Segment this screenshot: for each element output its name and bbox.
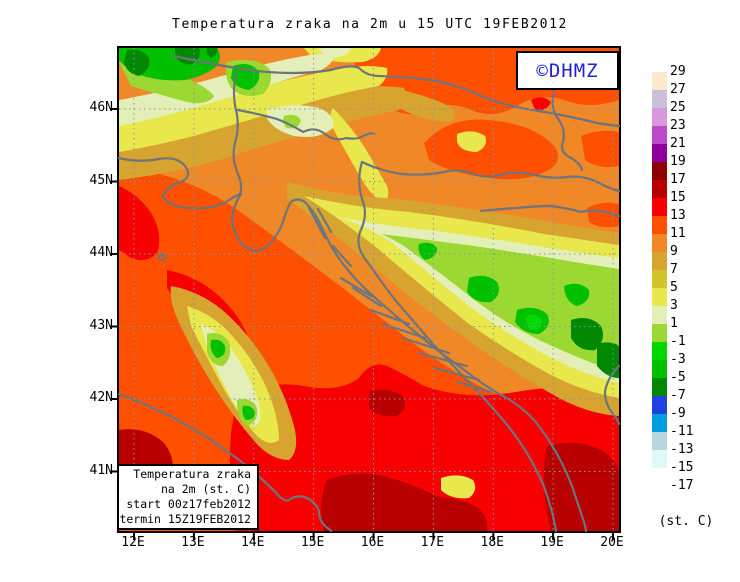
lon-tick-label: 17E — [420, 535, 445, 550]
map-canvas — [110, 46, 621, 540]
colorbar-tick-label: 19 — [670, 154, 686, 169]
lat-tick-label: 41N — [89, 462, 113, 478]
temperature-field — [119, 48, 619, 531]
colorbar-swatch — [652, 396, 667, 414]
colorbar-swatch — [652, 144, 667, 162]
colorbar-swatch — [652, 432, 667, 450]
colorbar-tick-label: -7 — [670, 388, 686, 403]
lat-tick-label: 42N — [89, 390, 113, 405]
lon-tick-label: 19E — [540, 535, 564, 550]
colorbar-swatch — [652, 288, 667, 306]
graticule-grid — [119, 48, 619, 531]
colorbar-swatch — [652, 234, 667, 252]
colorbar-tick-label: 11 — [670, 226, 686, 241]
colorbar-tick-label: 9 — [670, 244, 678, 259]
colorbar-swatch — [652, 252, 667, 270]
dhmz-watermark-box: ©DHMZ — [516, 51, 619, 90]
colorbar-tick-label: 29 — [670, 64, 686, 79]
info-box-line: termin 15Z19FEB2012 — [119, 512, 251, 526]
lon-tick-label: 12E — [121, 535, 145, 550]
colorbar-swatch — [652, 198, 667, 216]
info-box-line: start 00z17feb2012 — [126, 497, 251, 511]
colorbar-tick-label: 15 — [670, 190, 686, 205]
colorbar-tick-label: -5 — [670, 370, 686, 385]
colorbar-swatch — [652, 360, 667, 378]
map-info-box: Temperatura zraka na 2m (st. C) start 00z1… — [117, 464, 259, 530]
colorbar-tick-label: 17 — [670, 172, 686, 187]
coastlines-borders — [117, 54, 621, 533]
info-box-line: na 2m (st. C) — [160, 482, 251, 496]
map-svg — [110, 48, 621, 540]
lat-tick-label: 46N — [89, 100, 113, 115]
lat-tick-label: 43N — [89, 317, 113, 333]
colorbar-tick-label: 5 — [670, 280, 678, 295]
lon-tick-label: 16E — [360, 535, 385, 550]
colorbar-tick-label: 25 — [670, 100, 686, 115]
colorbar-tick-label: -13 — [670, 442, 694, 457]
lon-tick-label: 20E — [600, 535, 624, 550]
colorbar-swatch — [652, 468, 667, 486]
colorbar-tick-label: 23 — [670, 118, 686, 133]
info-box-line: Temperatura zraka — [133, 467, 251, 481]
lon-tick-label: 14E — [241, 535, 265, 550]
colorbar-swatch — [652, 450, 667, 468]
colorbar-tick-label: -1 — [670, 334, 686, 349]
page-title: Temperatura zraka na 2m u 15 UTC 19FEB20… — [172, 17, 568, 32]
colorbar-tick-label: 21 — [670, 136, 686, 151]
colorbar-tick-label: 1 — [670, 316, 678, 331]
colorbar-tick-label: 7 — [670, 262, 678, 277]
colorbar-swatch — [652, 180, 667, 198]
lon-tick-label: 18E — [480, 535, 504, 550]
colorbar-tick-label: -11 — [670, 424, 694, 439]
colorbar-swatch — [652, 108, 667, 126]
colorbar-swatch — [652, 126, 667, 144]
colorbar-swatch — [652, 90, 667, 108]
colorbar-swatch — [652, 324, 667, 342]
colorbar-unit-label: (st. C) — [658, 514, 714, 529]
colorbar-swatch — [652, 162, 667, 180]
colorbar-swatch — [652, 378, 667, 396]
colorbar-swatch — [652, 270, 667, 288]
colorbar-swatch — [652, 414, 667, 432]
colorbar-tick-label: -3 — [670, 352, 686, 367]
colorbar-tick-label: -15 — [670, 460, 694, 475]
colorbar-tick-label: 3 — [670, 298, 678, 313]
lat-tick-label: 44N — [89, 245, 113, 260]
colorbar-tick-label: -17 — [670, 478, 694, 493]
lon-tick-label: 13E — [181, 535, 205, 550]
colorbar-tick-label: 27 — [670, 82, 686, 97]
colorbar-swatch — [652, 72, 667, 90]
colorbar-swatch — [652, 216, 667, 234]
colorbar-swatch — [652, 306, 667, 324]
colorbar-tick-label: 13 — [670, 208, 686, 223]
lon-tick-label: 15E — [300, 535, 325, 550]
colorbar-tick-label: -9 — [670, 406, 686, 421]
axis-ticks — [110, 108, 614, 540]
colorbar-swatch — [652, 342, 667, 360]
dhmz-label: ©DHMZ — [536, 59, 599, 82]
lat-tick-label: 45N — [89, 172, 113, 188]
